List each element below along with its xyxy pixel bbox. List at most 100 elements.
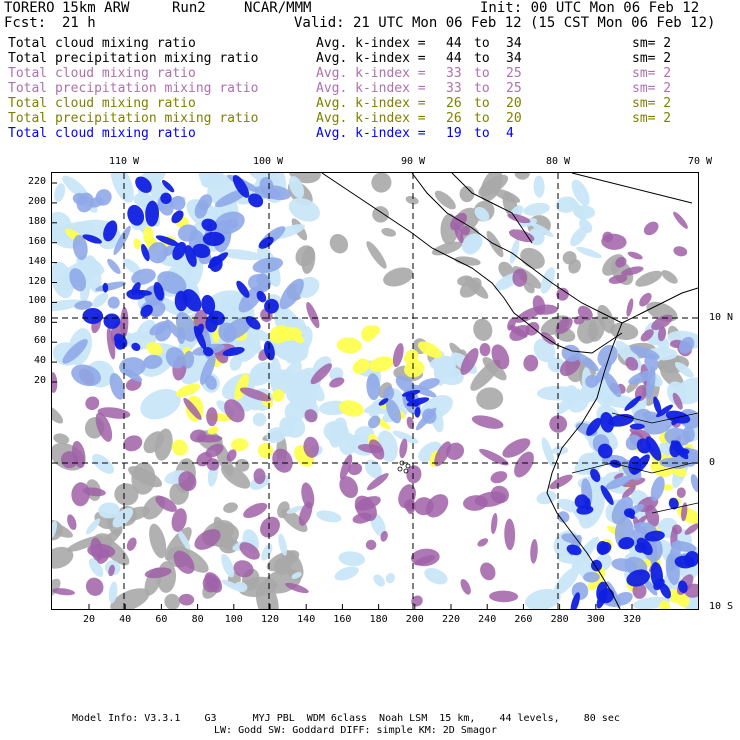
deep-blue-core bbox=[584, 497, 591, 511]
yellow-cloud-patch bbox=[146, 342, 163, 356]
mid-blue-cloud-patch bbox=[113, 225, 131, 256]
purple-precip-patch bbox=[339, 454, 353, 480]
purple-precip-patch bbox=[194, 529, 221, 550]
bottom-grid-tick: 220 bbox=[441, 614, 461, 625]
gray-cloud-patch bbox=[381, 227, 397, 237]
deep-blue-core bbox=[140, 304, 153, 318]
purple-precip-patch bbox=[239, 387, 272, 402]
mid-blue-cloud-patch bbox=[69, 268, 87, 292]
gray-cloud-patch bbox=[492, 188, 521, 203]
left-grid-tick: 200 bbox=[27, 195, 46, 207]
gray-cloud-patch bbox=[154, 428, 173, 461]
light-blue-cloud-patch bbox=[286, 353, 308, 364]
model-name: TORERO bbox=[4, 0, 55, 16]
purple-precip-patch bbox=[512, 268, 528, 287]
light-blue-cloud-patch bbox=[201, 174, 231, 189]
physics-info-line: LW: Godd SW: Goddard DIFF: simple KM: 2D… bbox=[214, 725, 497, 736]
legend-field-label: Total precipitation mixing ratio bbox=[8, 51, 259, 66]
gray-cloud-patch bbox=[221, 464, 251, 489]
light-blue-cloud-patch bbox=[328, 417, 348, 448]
light-blue-cloud-patch bbox=[88, 558, 104, 577]
purple-precip-patch bbox=[414, 555, 436, 566]
gray-cloud-patch bbox=[52, 546, 74, 569]
gray-cloud-patch bbox=[454, 256, 481, 266]
purple-precip-patch bbox=[226, 449, 237, 462]
purple-precip-patch bbox=[608, 274, 628, 284]
purple-precip-patch bbox=[613, 472, 624, 480]
yellow-cloud-patch bbox=[662, 484, 673, 491]
light-blue-cloud-patch bbox=[288, 197, 320, 222]
deep-blue-core bbox=[222, 347, 245, 357]
purple-precip-patch bbox=[239, 542, 260, 560]
mid-blue-cloud-patch bbox=[71, 364, 101, 387]
purple-precip-patch bbox=[171, 508, 187, 532]
legend-field-label: Total cloud mixing ratio bbox=[8, 126, 196, 141]
purple-precip-patch bbox=[108, 564, 115, 577]
light-blue-cloud-patch bbox=[54, 183, 66, 203]
light-blue-cloud-patch bbox=[140, 389, 181, 420]
purple-precip-patch bbox=[411, 595, 423, 607]
light-blue-cloud-patch bbox=[552, 446, 569, 455]
light-blue-cloud-patch bbox=[136, 319, 156, 341]
mid-blue-cloud-patch bbox=[366, 373, 381, 401]
model-info-line: Model Info: V3.3.1 G3 MYJ PBL WDM 6class… bbox=[72, 713, 620, 724]
purple-precip-patch bbox=[304, 409, 318, 423]
legend-avg-label: Avg. k-index = bbox=[316, 36, 426, 51]
mid-blue-cloud-patch bbox=[415, 407, 437, 431]
legend-k-from: 44 bbox=[446, 36, 462, 51]
gray-cloud-patch bbox=[482, 356, 507, 381]
purple-precip-patch bbox=[310, 363, 332, 385]
purple-precip-patch bbox=[657, 326, 667, 342]
purple-precip-patch bbox=[85, 396, 100, 411]
purple-precip-patch bbox=[155, 495, 177, 512]
light-blue-cloud-patch bbox=[276, 360, 302, 396]
bottom-grid-tick: 260 bbox=[514, 614, 533, 625]
light-blue-cloud-patch bbox=[574, 450, 609, 475]
map-panel bbox=[52, 173, 698, 609]
purple-precip-patch bbox=[97, 407, 131, 419]
mid-blue-cloud-patch bbox=[119, 357, 146, 377]
light-blue-cloud-patch bbox=[533, 338, 556, 363]
bottom-grid-tick: 160 bbox=[333, 614, 352, 625]
mid-blue-cloud-patch bbox=[632, 526, 648, 543]
purple-precip-patch bbox=[625, 356, 639, 371]
mid-blue-cloud-patch bbox=[409, 384, 437, 398]
purple-precip-patch bbox=[643, 221, 659, 236]
purple-precip-patch bbox=[306, 302, 320, 329]
deep-blue-core bbox=[202, 231, 225, 247]
purple-precip-patch bbox=[489, 590, 519, 603]
forecast-label: Fcst: bbox=[4, 15, 47, 31]
light-blue-cloud-patch bbox=[464, 235, 483, 255]
yellow-cloud-patch bbox=[417, 341, 443, 359]
model-resolution: 15km ARW bbox=[62, 0, 130, 16]
purple-precip-patch bbox=[639, 292, 652, 307]
purple-precip-patch bbox=[491, 344, 510, 370]
light-blue-cloud-patch bbox=[509, 238, 520, 264]
light-blue-cloud-patch bbox=[434, 355, 456, 379]
purple-precip-patch bbox=[676, 487, 686, 498]
mid-blue-cloud-patch bbox=[383, 386, 395, 401]
gray-cloud-patch bbox=[277, 501, 290, 519]
legend-k-from: 33 bbox=[446, 81, 462, 96]
deep-blue-core bbox=[644, 530, 665, 542]
mid-blue-cloud-patch bbox=[604, 372, 622, 398]
light-blue-cloud-patch bbox=[261, 543, 273, 561]
light-blue-cloud-patch bbox=[52, 520, 57, 539]
light-blue-cloud-patch bbox=[291, 571, 302, 580]
purple-precip-patch bbox=[414, 497, 434, 516]
mid-blue-cloud-patch bbox=[690, 474, 698, 493]
deep-blue-core bbox=[586, 417, 602, 436]
light-blue-cloud-patch bbox=[373, 574, 385, 587]
yellow-cloud-patch bbox=[272, 389, 285, 402]
legend-to: to bbox=[474, 81, 490, 96]
mid-blue-cloud-patch bbox=[628, 370, 655, 385]
mid-blue-cloud-patch bbox=[605, 475, 631, 490]
light-blue-cloud-patch bbox=[392, 430, 419, 444]
yellow-cloud-patch bbox=[269, 325, 291, 344]
legend-k-to: 20 bbox=[506, 111, 522, 126]
deep-blue-core bbox=[624, 395, 642, 411]
purple-precip-patch bbox=[626, 298, 634, 317]
deep-blue-core bbox=[618, 537, 635, 550]
legend-k-from: 26 bbox=[446, 111, 462, 126]
purple-precip-patch bbox=[454, 223, 464, 244]
